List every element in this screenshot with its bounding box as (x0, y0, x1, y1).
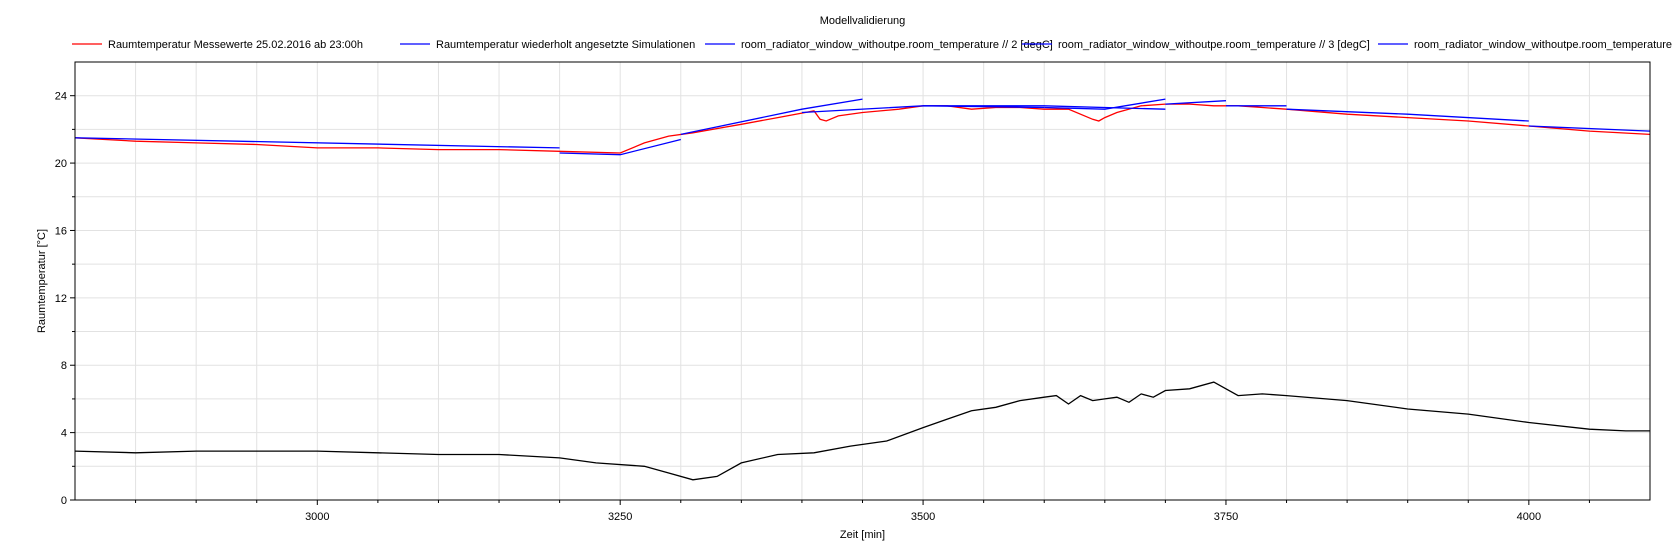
legend-item: Raumtemperatur Messewerte 25.02.2016 ab … (72, 39, 363, 51)
series-1-line-segment-0 (74, 137, 560, 149)
series-1-line-segment-6 (1165, 100, 1227, 105)
legend-label: Raumtemperatur wiederholt angesetzte Sim… (436, 39, 695, 51)
x-axis: 3000 3250 3500 3750 4000 (135, 500, 1590, 523)
series-5-line (74, 381, 1650, 481)
series-1-line-segment-2 (680, 98, 863, 136)
y-tick-label: 8 (61, 360, 67, 372)
legend-item: room_radiator_window_withoutpe.room_temp… (705, 39, 1053, 51)
series-1-line-segment-8 (1286, 108, 1529, 122)
legend-label: room_radiator_window_withoutpe.room_temp… (1058, 39, 1370, 51)
series-5 (74, 381, 1650, 481)
y-axis: 0 4 8 12 16 20 24 (55, 91, 75, 507)
legend-label: Raumtemperatur Messewerte 25.02.2016 ab … (108, 39, 363, 51)
series-1 (74, 98, 1651, 156)
series-1-line-segment-9 (1528, 125, 1651, 132)
legend-item: room_radiator_window_withoutpe.room_temp… (1022, 39, 1370, 51)
y-tick-label: 12 (55, 293, 67, 305)
legend-item: room_radiator_window_withoutpe.room_temp… (1378, 39, 1672, 51)
x-axis-label: Zeit [min] (840, 529, 885, 541)
series-1-line-segment-1 (559, 138, 681, 156)
series-layer (74, 98, 1651, 481)
y-axis-label: Raumtemperatur [°C] (36, 229, 48, 333)
grid (75, 62, 1650, 500)
legend-item: Raumtemperatur wiederholt angesetzte Sim… (400, 39, 695, 51)
x-tick-label: 3000 (305, 511, 329, 523)
chart-title: Modellvalidierung (820, 15, 906, 27)
y-tick-label: 16 (55, 225, 67, 237)
series-1-line-segment-4 (923, 105, 1166, 110)
x-tick-label: 3500 (911, 511, 935, 523)
y-tick-label: 4 (61, 428, 67, 440)
y-tick-label: 24 (55, 91, 67, 103)
legend-label: room_radiator_window_withoutpe.room_temp… (1414, 39, 1672, 51)
x-tick-label: 3250 (608, 511, 632, 523)
y-tick-label: 0 (61, 495, 67, 507)
series-1-line-segment-5 (1044, 98, 1166, 110)
legend-label: room_radiator_window_withoutpe.room_temp… (741, 39, 1053, 51)
legend: Raumtemperatur Messewerte 25.02.2016 ab … (72, 39, 1672, 51)
x-tick-label: 4000 (1517, 511, 1541, 523)
y-tick-label: 20 (55, 158, 67, 170)
x-tick-label: 3750 (1214, 511, 1238, 523)
